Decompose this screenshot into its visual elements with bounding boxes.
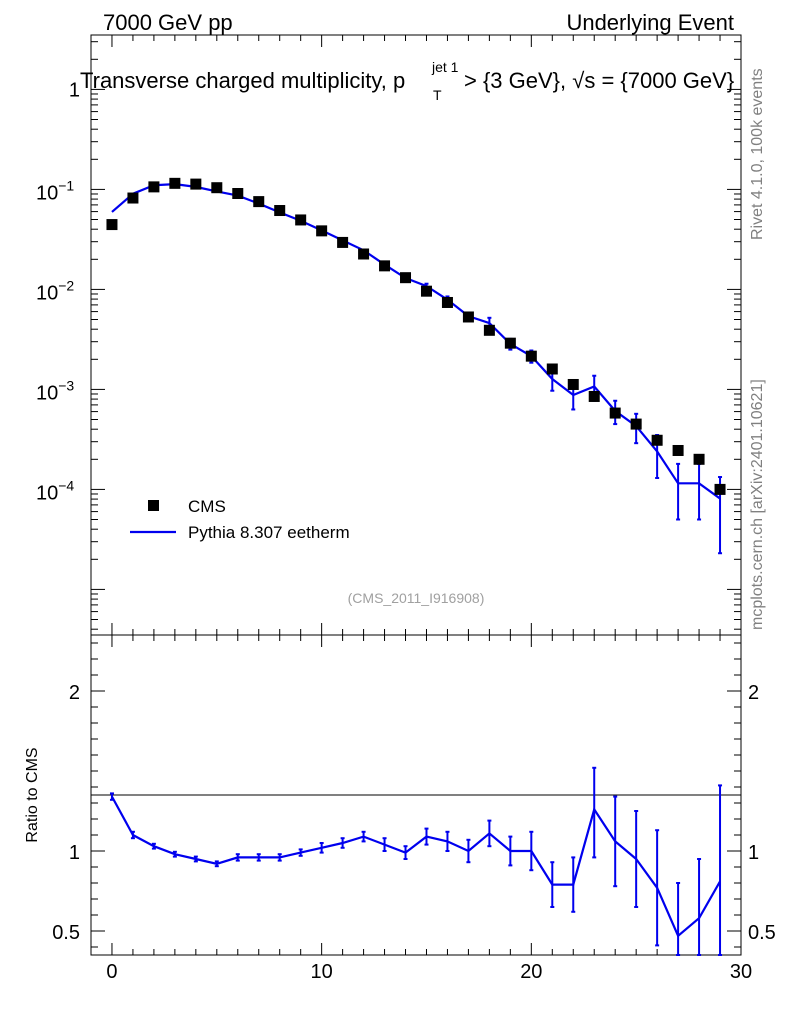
plot-title-main: Transverse charged multiplicity, p bbox=[80, 68, 405, 93]
ratio-y-tick-label: 2 bbox=[69, 682, 80, 704]
cms-series-main bbox=[106, 177, 726, 495]
cms-data-point bbox=[274, 205, 286, 217]
x-tick-label: 20 bbox=[520, 961, 542, 983]
cms-data-point bbox=[651, 434, 663, 446]
cms-data-point bbox=[630, 418, 642, 430]
cms-data-point bbox=[420, 285, 432, 297]
plot-title-energy: = {7000 GeV} bbox=[595, 68, 734, 93]
cms-data-point bbox=[358, 248, 370, 260]
ratio-y-tick-label: 1 bbox=[69, 842, 80, 864]
cms-data-point bbox=[379, 260, 391, 272]
x-tick-label: 0 bbox=[106, 961, 117, 983]
header-left: 7000 GeV pp bbox=[103, 10, 233, 35]
main-plot-frame bbox=[90, 34, 742, 636]
mcplots-source-text: mcplots.cern.ch [arXiv:2401.10621] bbox=[749, 379, 766, 630]
cms-data-point bbox=[672, 444, 684, 456]
legend-cms-label: CMS bbox=[188, 497, 226, 516]
ratio-y-tick-label-right: 2 bbox=[748, 682, 759, 704]
cms-data-point bbox=[169, 177, 181, 189]
cms-data-point bbox=[211, 182, 223, 194]
x-tick-label: 10 bbox=[311, 961, 333, 983]
y-tick-label: 10−1 bbox=[36, 177, 74, 204]
plot-title-cut: > {3 GeV}, bbox=[464, 68, 572, 93]
cms-data-point bbox=[504, 337, 516, 349]
ratio-y-axis-label: Ratio to CMS bbox=[24, 747, 41, 842]
y-tick-label-base: 10 bbox=[36, 482, 58, 504]
cms-data-point bbox=[337, 236, 349, 248]
legend-pythia-label: Pythia 8.307 eetherm bbox=[188, 523, 350, 542]
pythia-line bbox=[111, 182, 721, 500]
y-tick-label-base: 10 bbox=[36, 182, 58, 204]
cms-data-point bbox=[148, 181, 160, 193]
cms-data-point bbox=[295, 214, 307, 226]
header-right: Underlying Event bbox=[566, 10, 734, 35]
cms-data-point bbox=[693, 453, 705, 465]
pythia-series-ratio bbox=[109, 766, 723, 956]
cms-data-point bbox=[232, 188, 244, 200]
plot-title-sup: jet 1 bbox=[431, 59, 459, 75]
main-y-tick-labels: 10−410−310−210−11 bbox=[36, 79, 80, 504]
ratio-line bbox=[111, 796, 721, 938]
cms-data-point bbox=[400, 272, 412, 284]
cms-data-point bbox=[525, 350, 537, 362]
cms-data-point bbox=[441, 296, 453, 308]
cms-data-point bbox=[546, 363, 558, 375]
legend-cms-marker bbox=[148, 500, 159, 511]
cms-data-point bbox=[190, 178, 202, 190]
plot-title-sub: T bbox=[433, 87, 442, 103]
cms-data-point bbox=[609, 407, 621, 419]
cms-data-point bbox=[588, 390, 600, 402]
y-tick-label-base: 10 bbox=[36, 282, 58, 304]
y-tick-label-exponent: −3 bbox=[58, 377, 74, 393]
cms-data-point bbox=[253, 196, 265, 208]
cms-data-point bbox=[316, 225, 328, 237]
analysis-id-label: (CMS_2011_I916908) bbox=[348, 590, 485, 606]
y-tick-label-exponent: −1 bbox=[58, 177, 74, 193]
y-tick-label-exponent: −2 bbox=[58, 277, 74, 293]
plot-title: Transverse charged multiplicity, p bbox=[80, 68, 405, 93]
y-tick-label-base: 10 bbox=[36, 382, 58, 404]
cms-data-point bbox=[106, 219, 118, 231]
plot-title-rest: > {3 GeV}, √s = {7000 GeV} bbox=[464, 68, 734, 93]
rivet-version-text: Rivet 4.1.0, 100k events bbox=[749, 68, 766, 240]
ratio-y-tick-label: 0.5 bbox=[52, 922, 80, 944]
cms-data-point bbox=[462, 311, 474, 323]
plot-title-sqrt: √s bbox=[572, 68, 595, 93]
y-tick-label: 10−4 bbox=[36, 477, 74, 504]
y-tick-label: 1 bbox=[69, 79, 80, 101]
y-tick-label-exponent: −4 bbox=[58, 477, 74, 493]
ratio-tick-labels: 0.5 0.51 12 20 10 20 30 bbox=[52, 682, 776, 983]
ratio-y-tick-label-right: 1 bbox=[748, 842, 759, 864]
ratio-y-tick-label-right: 0.5 bbox=[748, 922, 776, 944]
y-tick-label: 10−3 bbox=[36, 377, 74, 404]
cms-data-point bbox=[567, 378, 579, 390]
axis-ticks bbox=[90, 35, 742, 955]
cms-data-point bbox=[127, 192, 139, 204]
cms-data-point bbox=[483, 324, 495, 336]
cms-data-point bbox=[714, 483, 726, 495]
y-tick-label: 10−2 bbox=[36, 277, 74, 304]
x-tick-label: 30 bbox=[730, 961, 752, 983]
